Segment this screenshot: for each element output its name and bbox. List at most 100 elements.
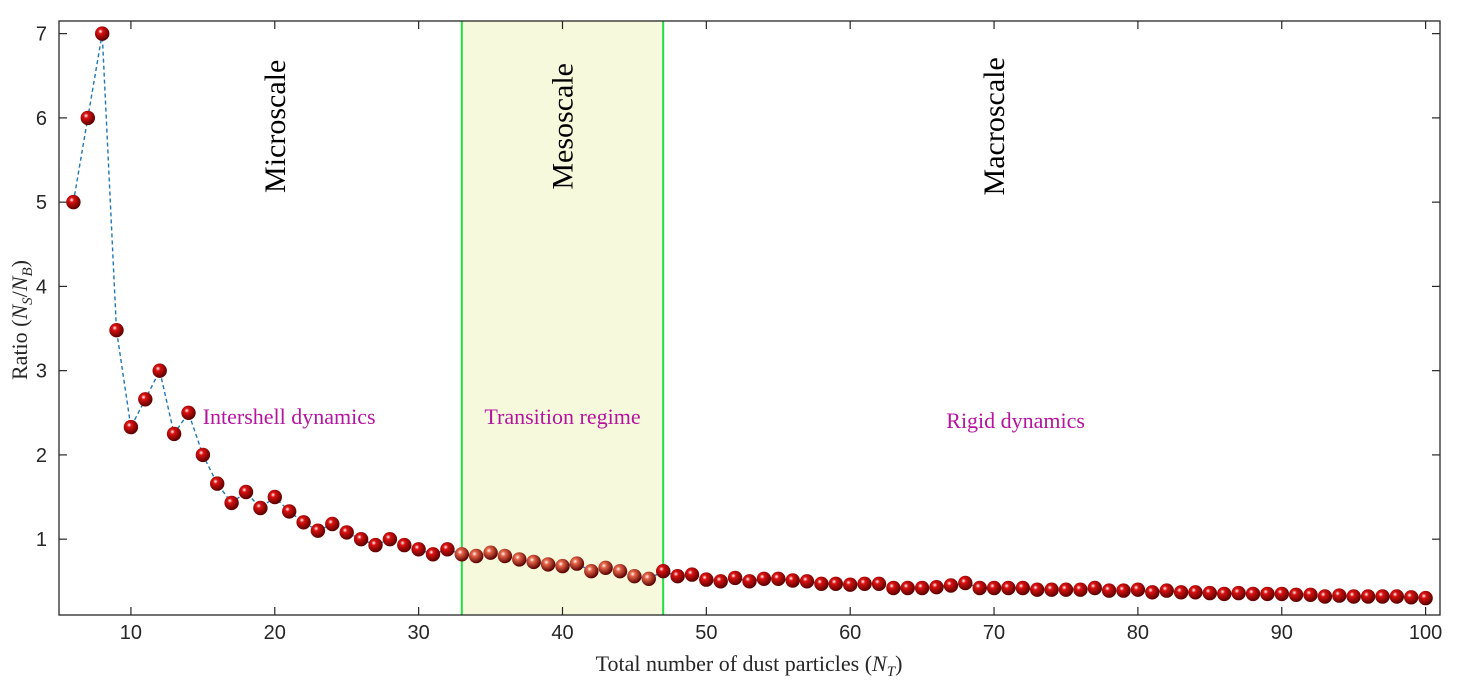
data-point <box>1360 589 1376 604</box>
data-point <box>1418 590 1433 606</box>
data-point <box>95 26 110 41</box>
x-tick-label: 10 <box>120 622 142 644</box>
data-point <box>1303 587 1318 602</box>
data-point <box>843 577 858 592</box>
data-point <box>914 580 930 596</box>
data-point <box>123 419 139 435</box>
data-point <box>986 580 1002 596</box>
data-point <box>656 564 671 579</box>
x-tick-label: 40 <box>551 622 573 644</box>
data-point <box>253 500 268 516</box>
data-point <box>929 580 944 595</box>
data-point <box>727 570 743 586</box>
annotation-labels: Microscale Mesoscale Macroscale Intershell … <box>203 57 1085 433</box>
data-point <box>569 556 585 571</box>
data-point <box>1015 580 1030 596</box>
data-point <box>469 548 484 564</box>
data-point <box>1245 586 1261 602</box>
data-point <box>368 537 383 553</box>
x-tick-label: 100 <box>1409 622 1442 644</box>
data-point <box>958 575 973 591</box>
data-point <box>282 504 297 519</box>
data-point <box>138 392 153 407</box>
data-point <box>1404 590 1419 605</box>
data-point <box>900 580 915 596</box>
y-tick-label: 6 <box>36 108 47 130</box>
x-tick-label: 80 <box>1127 622 1149 644</box>
data-point <box>1274 586 1290 602</box>
data-point <box>598 560 613 575</box>
data-point <box>526 554 541 570</box>
x-tick-label: 30 <box>408 622 430 644</box>
data-point <box>555 558 570 574</box>
data-point <box>325 516 340 532</box>
y-tick-label: 4 <box>36 276 47 298</box>
scale-label: Mesoscale <box>546 63 579 190</box>
data-point <box>684 567 700 582</box>
data-point <box>1130 582 1146 597</box>
data-point <box>1116 583 1131 598</box>
data-point <box>814 576 829 591</box>
data-point <box>1073 582 1088 597</box>
data-point <box>771 571 786 586</box>
data-point <box>210 476 225 491</box>
data-point <box>540 557 556 572</box>
axis-ticks: 10 20 30 40 50 60 70 80 90 100 1 2 3 4 5 6 7 <box>36 21 1442 644</box>
y-tick-label: 7 <box>36 24 47 46</box>
data-point <box>1188 585 1203 600</box>
y-tick-label: 2 <box>36 445 47 467</box>
data-point <box>670 569 685 584</box>
data-point <box>152 363 167 378</box>
x-axis-label: Total number of dust particles (NT) <box>596 651 903 680</box>
data-point <box>699 572 714 587</box>
scale-label: Macroscale <box>978 57 1011 195</box>
data-point <box>80 110 96 126</box>
x-tick-label: 20 <box>264 622 286 644</box>
data-point <box>1173 585 1189 600</box>
x-tick-label: 90 <box>1271 622 1293 644</box>
data-point <box>224 495 239 511</box>
plot-frame <box>58 20 1441 616</box>
data-point <box>742 574 757 589</box>
data-point <box>785 573 800 588</box>
data-point <box>195 447 211 463</box>
data-point <box>497 548 513 564</box>
data-point <box>828 576 843 591</box>
data-point <box>382 532 398 547</box>
data-point <box>166 426 182 442</box>
data-point <box>1375 589 1390 604</box>
data-point <box>440 542 455 557</box>
data-point <box>1145 585 1160 600</box>
regions-layer <box>460 21 665 615</box>
data-point <box>397 537 412 553</box>
data-point <box>1101 583 1117 598</box>
data-point <box>1231 585 1246 601</box>
data-point <box>1058 582 1074 597</box>
data-point <box>339 525 354 540</box>
data-point <box>886 580 901 596</box>
data-point <box>483 545 498 560</box>
y-tick-label: 1 <box>36 529 47 551</box>
data-point <box>310 523 326 538</box>
data-point <box>411 542 426 557</box>
data-point <box>425 547 441 562</box>
x-tick-label: 50 <box>695 622 717 644</box>
data-point <box>756 571 772 586</box>
data-point <box>267 489 282 505</box>
data-point <box>512 552 527 567</box>
data-point <box>972 580 987 596</box>
data-point <box>181 405 196 420</box>
data-point <box>1260 586 1275 602</box>
y-axis-label: Ratio (NS/NB) <box>7 260 36 380</box>
data-point <box>857 576 872 591</box>
data-point <box>713 574 728 589</box>
data-point <box>1044 582 1059 597</box>
x-tick-label: 60 <box>839 622 861 644</box>
data-point <box>238 484 254 500</box>
data-point <box>1288 587 1304 602</box>
data-point <box>1346 589 1361 604</box>
regime-label: Transition regime <box>484 404 640 429</box>
data-markers <box>66 26 1433 606</box>
data-point <box>454 547 469 562</box>
